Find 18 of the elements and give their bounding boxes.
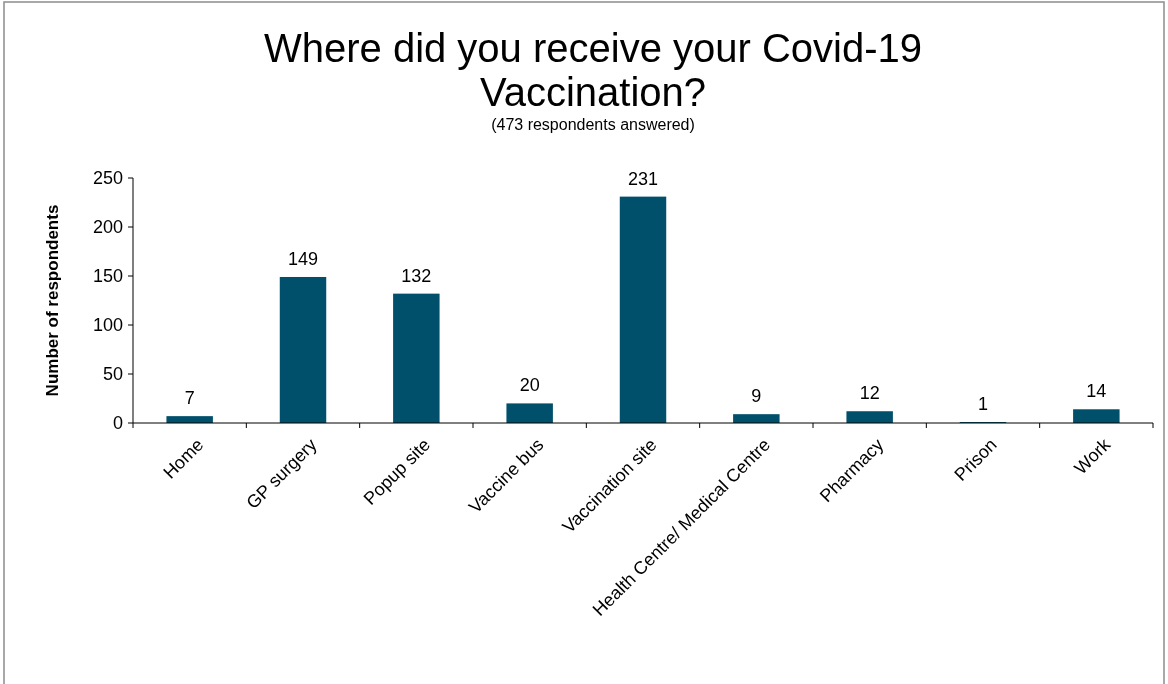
data-label: 9 <box>751 386 762 407</box>
chart-subtitle: (473 respondents answered) <box>491 116 695 133</box>
data-label: 14 <box>1086 381 1107 402</box>
chart-title: Where did you receive your Covid-19 Vaccination? <box>263 26 923 114</box>
y-axis-title: Number of respondents <box>43 204 62 397</box>
data-label: 12 <box>859 383 880 404</box>
data-label: 1 <box>977 394 989 415</box>
y-tick-label: 50 <box>102 364 123 385</box>
y-tick-label: 150 <box>92 266 123 287</box>
data-label: 20 <box>519 375 540 396</box>
data-label: 7 <box>184 388 195 409</box>
y-tick-label: 200 <box>92 217 123 238</box>
data-label: 231 <box>627 168 659 189</box>
data-label: 149 <box>287 248 319 269</box>
y-tick-label: 0 <box>112 413 123 434</box>
y-tick-label: 250 <box>92 168 123 189</box>
data-label: 132 <box>401 265 432 286</box>
y-tick-label: 100 <box>92 315 123 336</box>
